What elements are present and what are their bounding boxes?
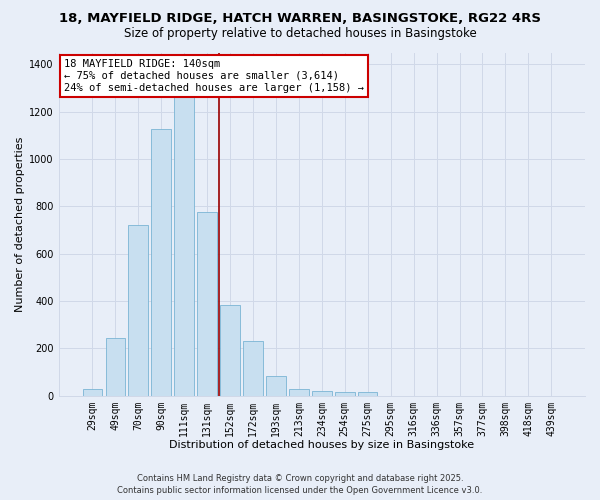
Bar	[312, 392, 332, 396]
Text: 18 MAYFIELD RIDGE: 140sqm
← 75% of detached houses are smaller (3,614)
24% of se: 18 MAYFIELD RIDGE: 140sqm ← 75% of detac…	[64, 60, 364, 92]
Bar	[106, 338, 125, 396]
Bar	[197, 212, 217, 396]
Text: Contains HM Land Registry data © Crown copyright and database right 2025.
Contai: Contains HM Land Registry data © Crown c…	[118, 474, 482, 495]
Y-axis label: Number of detached properties: Number of detached properties	[15, 136, 25, 312]
Bar	[83, 388, 102, 396]
Bar	[220, 304, 240, 396]
Text: 18, MAYFIELD RIDGE, HATCH WARREN, BASINGSTOKE, RG22 4RS: 18, MAYFIELD RIDGE, HATCH WARREN, BASING…	[59, 12, 541, 26]
Bar	[175, 78, 194, 396]
X-axis label: Distribution of detached houses by size in Basingstoke: Distribution of detached houses by size …	[169, 440, 475, 450]
Bar	[151, 130, 171, 396]
Text: Size of property relative to detached houses in Basingstoke: Size of property relative to detached ho…	[124, 28, 476, 40]
Bar	[243, 342, 263, 396]
Bar	[358, 392, 377, 396]
Bar	[266, 376, 286, 396]
Bar	[335, 392, 355, 396]
Bar	[289, 388, 308, 396]
Bar	[128, 226, 148, 396]
